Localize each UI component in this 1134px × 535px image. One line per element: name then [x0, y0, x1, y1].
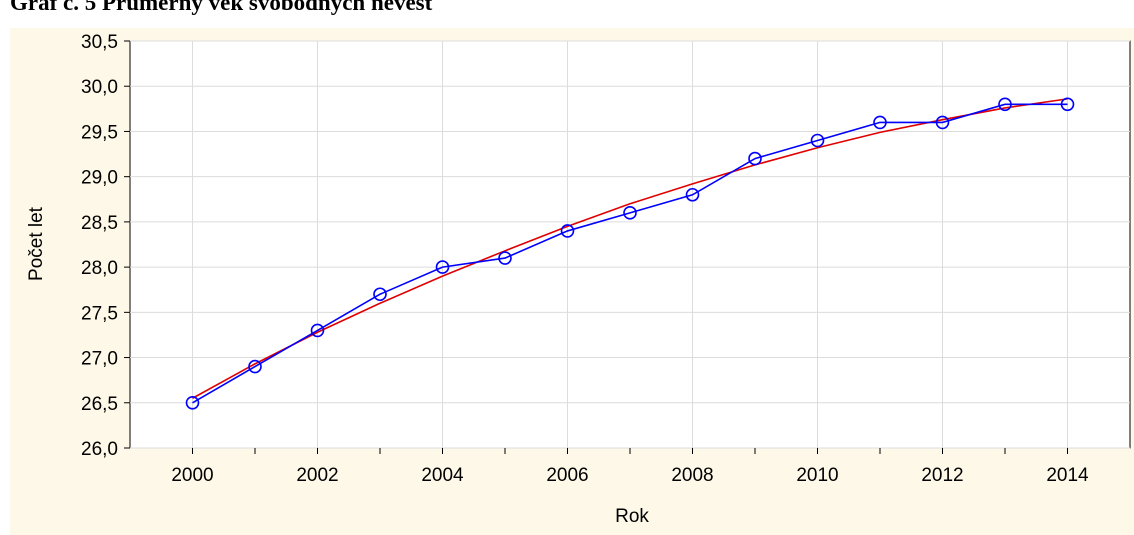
data-point — [248, 359, 262, 374]
data-point — [560, 224, 575, 238]
x-tick-label: 2006 — [546, 465, 588, 486]
y-tick-label: 26,5 — [81, 394, 118, 415]
data-point — [310, 323, 325, 338]
x-tick-label: 2010 — [796, 465, 838, 486]
y-tick-label: 30,0 — [81, 77, 118, 98]
y-axis-label: Počet let — [26, 206, 47, 281]
data-point — [1060, 97, 1075, 112]
x-tick-label: 2000 — [171, 465, 213, 486]
y-tick-label: 26,0 — [81, 439, 118, 460]
y-tick-label: 29,0 — [81, 168, 118, 189]
data-point — [498, 251, 512, 265]
x-tick-label: 2014 — [1046, 465, 1089, 486]
data-point — [998, 97, 1012, 112]
y-tick-label: 27,5 — [81, 303, 118, 324]
x-tick-label: 2008 — [671, 465, 713, 486]
plot-area — [129, 40, 1131, 449]
x-axis-label: Rok — [615, 506, 649, 527]
data-point — [748, 151, 762, 166]
y-tick-label: 28,5 — [81, 213, 118, 234]
data-point — [185, 395, 200, 410]
x-tick-label: 2004 — [421, 465, 464, 486]
series-line — [192, 98, 1068, 399]
data-point — [810, 133, 825, 148]
data-point — [373, 287, 387, 302]
data-point — [685, 187, 700, 202]
data-point — [435, 260, 450, 274]
x-tick-label: 2012 — [921, 465, 963, 486]
y-tick-label: 28,0 — [81, 258, 118, 279]
y-tick-label: 30,5 — [81, 32, 118, 53]
data-point — [623, 206, 637, 220]
data-point — [935, 115, 950, 130]
data-point — [873, 115, 887, 130]
y-tick-label: 29,5 — [81, 122, 118, 143]
y-tick-label: 27,0 — [81, 349, 118, 370]
chart-title: Graf č. 5 Průměrný věk svobodných nevěst — [10, 0, 433, 15]
series-line — [192, 103, 1068, 404]
x-tick-label: 2002 — [296, 465, 338, 486]
